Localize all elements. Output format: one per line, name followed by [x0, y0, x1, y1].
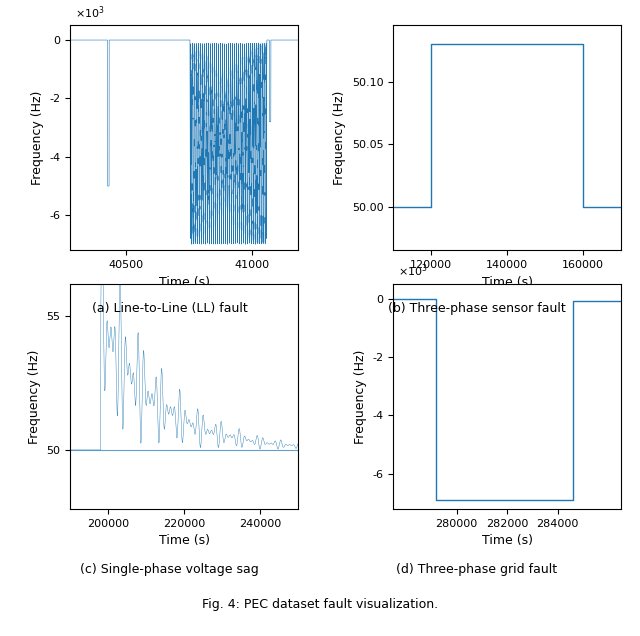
X-axis label: Time (s): Time (s): [481, 275, 532, 289]
Y-axis label: Frequency (Hz): Frequency (Hz): [31, 91, 44, 185]
X-axis label: Time (s): Time (s): [481, 534, 532, 547]
Text: Fig. 4: PEC dataset fault visualization.: Fig. 4: PEC dataset fault visualization.: [202, 598, 438, 611]
X-axis label: Time (s): Time (s): [159, 275, 210, 289]
Text: $\times10^3$: $\times10^3$: [398, 263, 428, 279]
Y-axis label: Frequency (Hz): Frequency (Hz): [333, 91, 346, 185]
Y-axis label: Frequency (Hz): Frequency (Hz): [354, 349, 367, 443]
Text: $\times10^3$: $\times10^3$: [75, 4, 105, 21]
X-axis label: Time (s): Time (s): [159, 534, 210, 547]
Text: (c) Single-phase voltage sag: (c) Single-phase voltage sag: [80, 563, 259, 576]
Y-axis label: Frequency (Hz): Frequency (Hz): [28, 349, 41, 443]
Text: (b) Three-phase sensor fault: (b) Three-phase sensor fault: [388, 302, 566, 315]
Text: (d) Three-phase grid fault: (d) Three-phase grid fault: [396, 563, 557, 576]
Text: (a) Line-to-Line (LL) fault: (a) Line-to-Line (LL) fault: [92, 302, 248, 315]
